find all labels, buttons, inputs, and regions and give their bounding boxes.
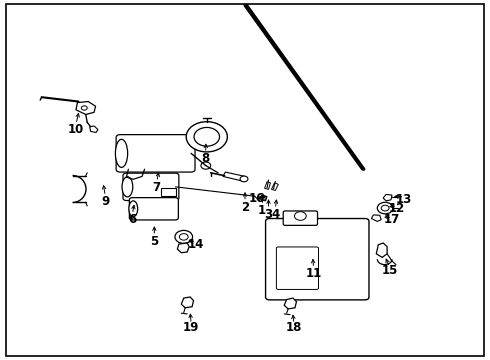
Circle shape <box>294 212 306 220</box>
Circle shape <box>201 162 211 169</box>
Polygon shape <box>259 195 267 201</box>
Circle shape <box>377 202 393 214</box>
Polygon shape <box>376 243 387 257</box>
Text: 19: 19 <box>183 321 199 334</box>
Text: 15: 15 <box>381 264 398 276</box>
Polygon shape <box>383 194 392 201</box>
FancyBboxPatch shape <box>283 211 318 225</box>
Polygon shape <box>265 182 270 189</box>
Polygon shape <box>90 126 98 132</box>
FancyBboxPatch shape <box>123 173 179 201</box>
Polygon shape <box>181 297 194 308</box>
Text: 10: 10 <box>68 123 84 136</box>
FancyBboxPatch shape <box>116 135 195 172</box>
Ellipse shape <box>122 177 133 197</box>
Circle shape <box>260 196 266 200</box>
FancyBboxPatch shape <box>266 219 369 300</box>
FancyBboxPatch shape <box>276 247 318 289</box>
FancyBboxPatch shape <box>129 198 178 220</box>
Text: 7: 7 <box>153 181 161 194</box>
Text: 17: 17 <box>384 213 400 226</box>
Text: 3: 3 <box>265 208 272 221</box>
Circle shape <box>179 234 188 240</box>
Text: 2: 2 <box>241 201 249 213</box>
Text: 13: 13 <box>396 193 413 206</box>
Text: 4: 4 <box>271 208 279 221</box>
Text: 5: 5 <box>150 235 158 248</box>
Text: 12: 12 <box>389 202 405 215</box>
Polygon shape <box>223 172 245 181</box>
Circle shape <box>175 230 193 243</box>
Bar <box>161 188 176 196</box>
Polygon shape <box>284 298 296 309</box>
Text: 9: 9 <box>101 195 109 208</box>
Polygon shape <box>177 243 189 253</box>
Circle shape <box>240 176 248 182</box>
Text: 14: 14 <box>188 238 204 251</box>
Circle shape <box>81 106 87 110</box>
Text: 1: 1 <box>258 204 266 217</box>
Text: 6: 6 <box>128 213 136 226</box>
Text: 16: 16 <box>249 192 266 204</box>
Polygon shape <box>371 215 381 221</box>
Ellipse shape <box>116 139 127 167</box>
Text: 8: 8 <box>202 152 210 165</box>
Circle shape <box>186 122 227 152</box>
Text: 11: 11 <box>305 267 322 280</box>
Polygon shape <box>271 183 278 190</box>
Polygon shape <box>76 102 96 114</box>
Circle shape <box>194 127 220 146</box>
Circle shape <box>381 205 389 211</box>
Text: 18: 18 <box>286 321 302 334</box>
Ellipse shape <box>129 201 138 217</box>
